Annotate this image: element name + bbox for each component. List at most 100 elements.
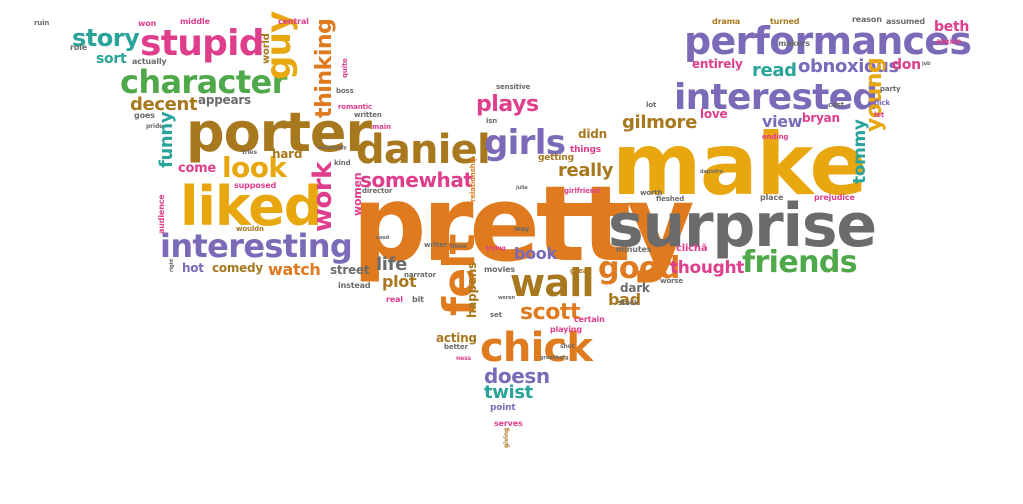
word-interesting: interesting bbox=[160, 227, 353, 265]
word-way: way bbox=[514, 225, 530, 233]
word-main: main bbox=[372, 123, 391, 131]
word-central: central bbox=[278, 17, 309, 26]
word-set: set bbox=[490, 311, 502, 319]
word-better: better bbox=[444, 343, 468, 351]
word-wall: wall bbox=[510, 261, 595, 305]
word-middle: middle bbox=[180, 17, 210, 26]
word-acting: acting bbox=[436, 331, 477, 345]
word-wouldn: wouldn bbox=[236, 225, 264, 233]
word-look: look bbox=[222, 151, 287, 184]
word-worth: worth bbox=[640, 189, 663, 197]
word-happens: happens bbox=[465, 262, 479, 318]
word-boss: boss bbox=[336, 87, 354, 95]
word-cast: cast bbox=[828, 101, 844, 109]
word-girls: girls bbox=[484, 123, 566, 163]
word-friends: friends bbox=[742, 245, 858, 280]
word-porter: porter bbox=[186, 101, 372, 164]
word-street: street bbox=[330, 263, 370, 277]
word-minutes: minutes bbox=[616, 245, 652, 254]
word-lot: lot bbox=[646, 101, 657, 109]
word-fleshed: fleshed bbox=[656, 195, 685, 203]
word-plot: plot bbox=[382, 272, 417, 291]
word-tommy: tommy bbox=[850, 119, 870, 184]
word-role: role bbox=[70, 43, 87, 52]
word-assumed: assumed bbox=[886, 17, 925, 26]
word-thought: thought bbox=[670, 258, 745, 278]
word-decent: decent bbox=[130, 94, 198, 115]
word-bad: bad bbox=[608, 290, 641, 309]
word-let: let bbox=[874, 111, 885, 119]
word-ending: ending bbox=[762, 133, 789, 141]
word-used: used bbox=[376, 235, 390, 241]
word-kind: kind bbox=[334, 159, 351, 167]
word-certain: certain bbox=[574, 315, 605, 324]
word-makers: makers bbox=[778, 39, 811, 48]
word-turned: turned bbox=[770, 17, 800, 26]
word-cliche: clichã bbox=[676, 243, 708, 254]
word-surprise: surprise bbox=[608, 191, 877, 261]
word-sort: sort bbox=[96, 51, 127, 67]
word-pretty: pretty bbox=[352, 163, 695, 285]
word-movies: movies bbox=[484, 265, 516, 274]
word-life: life bbox=[376, 254, 407, 275]
word-party: party bbox=[880, 85, 901, 93]
word-worse: worse bbox=[660, 277, 683, 285]
word-point: point bbox=[490, 403, 516, 413]
word-instead: instead bbox=[338, 281, 371, 290]
word-romantic: romantic bbox=[338, 103, 373, 111]
word-twist: twist bbox=[484, 382, 533, 403]
word-right: right bbox=[169, 258, 175, 272]
word-doesn: doesn bbox=[484, 364, 550, 388]
word-love: love bbox=[700, 107, 728, 121]
word-story: story bbox=[72, 24, 140, 52]
word-bit: bit bbox=[412, 295, 424, 304]
word-liked: liked bbox=[180, 175, 322, 238]
word-weren: weren bbox=[498, 295, 515, 301]
word-make: make bbox=[612, 115, 868, 215]
word-daniel: daniel bbox=[356, 127, 491, 173]
word-hard: hard bbox=[272, 147, 303, 161]
word-pride: pride bbox=[146, 123, 164, 130]
word-dapiefro: dapiefro bbox=[700, 169, 723, 175]
word-alexis: alexis bbox=[936, 37, 962, 46]
word-thinking: thinking bbox=[312, 18, 337, 118]
word-job: job bbox=[922, 61, 931, 67]
word-stupid: stupid bbox=[140, 23, 265, 64]
word-scott: scott bbox=[520, 300, 581, 325]
word-shot: shot bbox=[560, 343, 575, 350]
word-serves: serves bbox=[494, 419, 523, 428]
word-sensitive: sensitive bbox=[496, 83, 531, 91]
word-writer: writer bbox=[424, 241, 448, 249]
word-audience: audience bbox=[157, 194, 166, 234]
word-bryan: bryan bbox=[802, 111, 840, 125]
word-real: real bbox=[386, 295, 403, 304]
word-plays: plays bbox=[476, 92, 539, 117]
word-narrator: narrator bbox=[404, 271, 436, 279]
word-think: think bbox=[450, 243, 467, 250]
word-drama: drama bbox=[712, 17, 741, 26]
word-stock: stock bbox=[618, 299, 639, 307]
word-really: really bbox=[558, 160, 614, 181]
word-world: world bbox=[261, 33, 272, 64]
word-eventually: eventually bbox=[318, 145, 347, 151]
word-read: read bbox=[752, 60, 797, 81]
word-greenberg: greenberg bbox=[540, 355, 569, 361]
word-dark: dark bbox=[620, 281, 650, 295]
word-flick: flick bbox=[874, 99, 890, 107]
word-tries: tries bbox=[242, 149, 257, 156]
word-somewhat: somewhat bbox=[360, 168, 473, 192]
word-beth: beth bbox=[934, 19, 970, 35]
word-julia: julia bbox=[516, 185, 528, 191]
word-watch: watch bbox=[268, 260, 321, 279]
word-view: view bbox=[762, 112, 803, 131]
word-ness: ness bbox=[456, 355, 472, 362]
word-book: book bbox=[514, 244, 557, 263]
word-director: director bbox=[362, 187, 393, 195]
word-obnoxious: obnoxious bbox=[798, 56, 899, 77]
word-actually: actually bbox=[132, 57, 167, 66]
word-girlfriend: girlfriend bbox=[564, 187, 600, 195]
word-quite: quite bbox=[341, 58, 349, 78]
word-interested: interested bbox=[674, 77, 878, 118]
word-gilmore: gilmore bbox=[622, 112, 697, 133]
